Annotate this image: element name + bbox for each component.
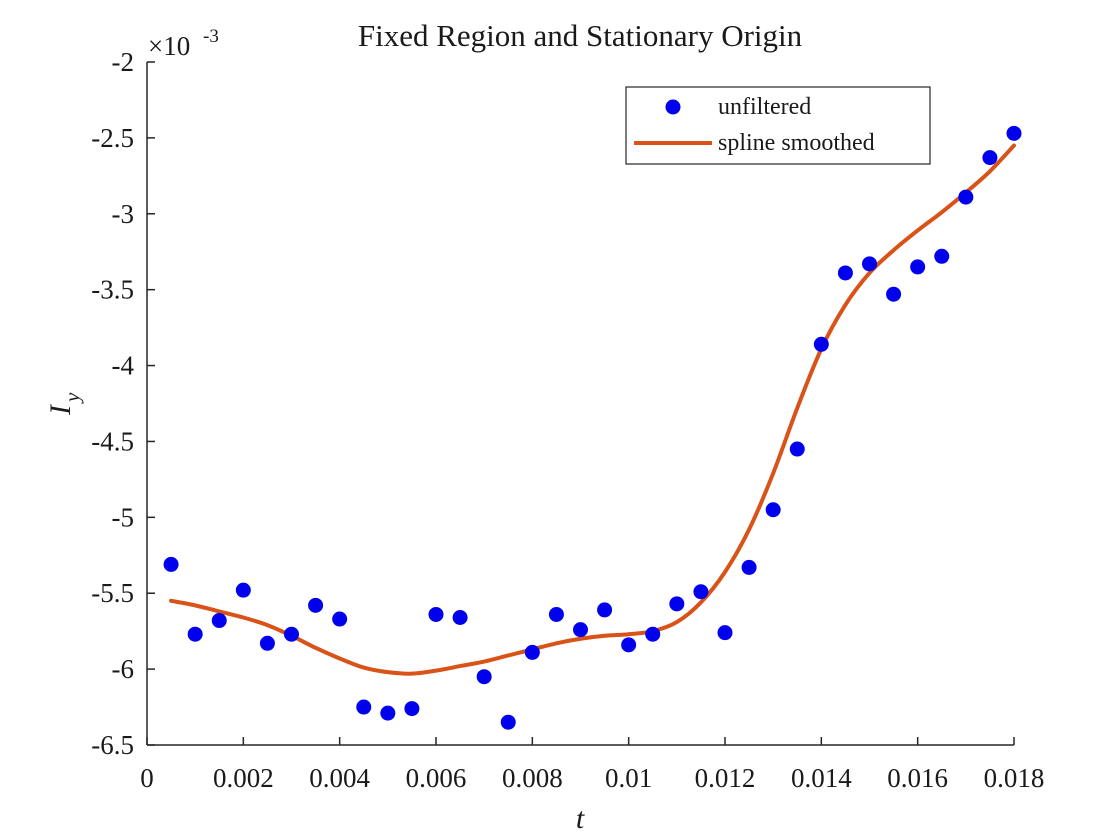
- spline-smoothed-line: [169, 143, 1016, 676]
- unfiltered-point: [500, 714, 516, 730]
- unfiltered-point: [621, 637, 637, 653]
- y-tick-label: -2.5: [91, 123, 134, 153]
- y-tick-label: -5: [112, 502, 135, 532]
- unfiltered-point: [308, 597, 324, 613]
- x-tick-label: 0.012: [695, 763, 756, 793]
- x-tick-label: 0.006: [406, 763, 467, 793]
- unfiltered-point: [813, 336, 829, 352]
- y-exponent-base: ×10: [148, 31, 190, 61]
- chart-marks: [163, 125, 1022, 730]
- legend-label-spline: spline smoothed: [718, 130, 875, 156]
- unfiltered-point: [982, 150, 998, 166]
- x-tick-label: 0.002: [213, 763, 274, 793]
- y-axis-label-main: I: [44, 403, 77, 416]
- legend-box: [625, 86, 931, 165]
- unfiltered-point: [404, 701, 420, 717]
- unfiltered-point: [597, 602, 613, 618]
- y-tick-label: -4.5: [91, 426, 134, 456]
- unfiltered-point: [717, 625, 733, 641]
- unfiltered-point: [958, 189, 974, 205]
- unfiltered-point: [452, 610, 468, 626]
- unfiltered-point: [211, 613, 227, 629]
- unfiltered-point: [476, 669, 492, 685]
- unfiltered-point: [693, 584, 709, 600]
- x-axis-label: t: [576, 802, 585, 835]
- unfiltered-point: [380, 705, 396, 721]
- x-tick-label: 0.01: [605, 763, 652, 793]
- y-axis-label-sub: y: [60, 392, 84, 404]
- y-tick-label: -3.5: [91, 275, 134, 305]
- unfiltered-point: [669, 596, 685, 612]
- unfiltered-point: [332, 611, 348, 627]
- unfiltered-point: [645, 626, 661, 642]
- unfiltered-point: [573, 622, 588, 638]
- x-tick-label: 0.008: [502, 763, 563, 793]
- y-tick-label: -4: [112, 351, 135, 381]
- x-tick-label: 0.016: [887, 763, 948, 793]
- legend: unfiltered spline smoothed: [625, 86, 931, 165]
- legend-marker-unfiltered: [665, 99, 681, 115]
- unfiltered-point: [187, 626, 203, 642]
- unfiltered-point: [765, 502, 781, 518]
- unfiltered-point: [1006, 125, 1022, 141]
- unfiltered-point: [837, 265, 853, 281]
- unfiltered-point: [548, 606, 564, 622]
- y-axis-label: I y: [44, 392, 84, 416]
- unfiltered-point: [862, 256, 877, 272]
- y-tick-label: -5.5: [91, 578, 134, 608]
- y-tick-label: -3: [112, 199, 135, 229]
- unfiltered-point: [259, 635, 275, 651]
- x-tick-label: 0.004: [309, 763, 370, 793]
- unfiltered-point: [934, 248, 950, 264]
- legend-label-unfiltered: unfiltered: [718, 94, 811, 120]
- unfiltered-point: [356, 699, 372, 715]
- unfiltered-point: [886, 286, 902, 302]
- unfiltered-point: [284, 626, 299, 642]
- x-tick-label: 0.018: [984, 763, 1045, 793]
- y-tick-label: -6: [112, 654, 135, 684]
- y-tick-label: -6.5: [91, 730, 134, 760]
- y-exponent-power: -3: [203, 26, 219, 47]
- y-exponent-label: ×10 -3: [148, 26, 219, 61]
- x-tick-label: 0: [140, 763, 154, 793]
- unfiltered-point: [789, 441, 805, 457]
- unfiltered-point: [163, 556, 179, 572]
- x-tick-label: 0.014: [791, 763, 852, 793]
- unfiltered-point: [910, 259, 926, 275]
- axes: [146, 62, 1014, 746]
- chart-title: Fixed Region and Stationary Origin: [358, 18, 803, 53]
- unfiltered-point: [524, 644, 540, 660]
- unfiltered-point: [741, 559, 757, 575]
- unfiltered-point: [428, 606, 444, 622]
- ticks: 0 0.002 0.004 0.006 0.008 0.01 0.012 0.014 0.016…: [91, 47, 1044, 793]
- y-tick-label: -2: [112, 47, 135, 77]
- unfiltered-point: [235, 582, 251, 598]
